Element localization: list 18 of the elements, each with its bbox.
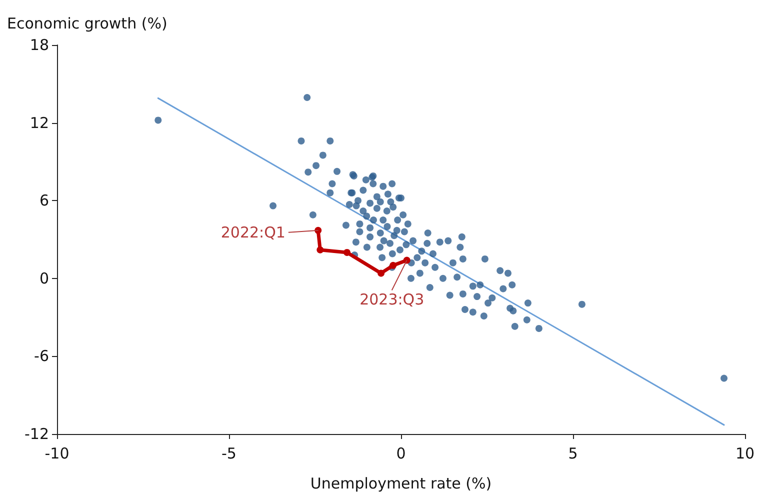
y-tick-label: -6	[34, 347, 49, 366]
x-tick-label: 5	[568, 444, 578, 462]
x-tick-label: -10	[44, 444, 70, 462]
point	[344, 248, 350, 256]
y-tick-label: 12	[30, 114, 49, 132]
x-tick-label: 0	[396, 444, 406, 462]
y-tick-label: 18	[30, 36, 49, 54]
x-axis-title: Unemployment rate (%)	[310, 474, 492, 492]
x-tick-label: 10	[735, 444, 755, 462]
point	[378, 270, 385, 277]
point	[316, 246, 324, 254]
x-tick-label: -5	[222, 444, 236, 462]
y-tick-label: 6	[39, 192, 49, 210]
y-tick-label: 0	[39, 269, 49, 288]
annotation: 2023:Q3	[360, 290, 424, 309]
annotation: 2022:Q1	[220, 223, 286, 242]
y-axis-title: Economic growth (%)	[7, 14, 168, 32]
y-tick-label: -12	[24, 425, 49, 443]
